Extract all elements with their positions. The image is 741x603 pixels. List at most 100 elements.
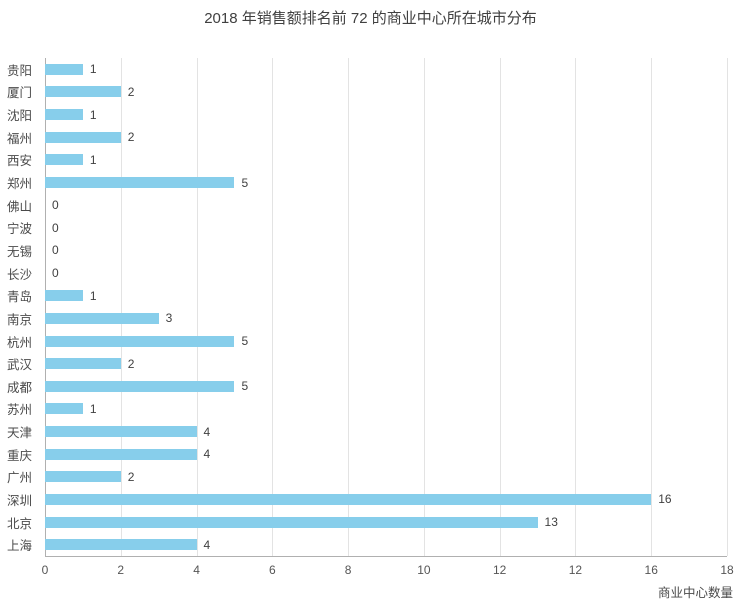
bar: [45, 448, 197, 460]
bar-value-label: 3: [165, 311, 173, 326]
bar-value-label: 0: [52, 220, 59, 235]
bar-value-label: 13: [544, 515, 558, 530]
bar: [45, 426, 197, 438]
x-tick-label: 16: [644, 563, 658, 577]
x-tick-label: 12: [568, 563, 583, 577]
bar-row: 无锡 0: [7, 239, 727, 262]
bar-row: 福州 2: [7, 126, 727, 149]
bar-value-label: 1: [89, 288, 97, 303]
gridline: [120, 58, 122, 556]
y-tick-label: 厦门: [7, 86, 33, 101]
bar: [45, 63, 83, 75]
bar-row: 沈阳 1: [7, 103, 727, 126]
y-tick-label: 武汉: [7, 358, 33, 373]
bar-row: 重庆 4: [7, 443, 727, 466]
gridline: [348, 58, 350, 556]
bar-value-label: 4: [203, 537, 211, 552]
bar: [45, 177, 235, 189]
chart-title: 2018 年销售额排名前 72 的商业中心所在城市分布: [204, 10, 537, 27]
bar-value-label: 1: [89, 62, 97, 77]
gridline: [272, 58, 274, 556]
plot-area: 0 2 4 6 8 10 12 12 16 18 贵阳 1 厦门 2 沈阳 1 福州 2 西安 1 郑州 5 佛山 0 宁波 0 无…: [7, 58, 734, 577]
y-tick-label: 佛山: [7, 199, 33, 214]
bar-value-label: 4: [203, 447, 211, 462]
bar-row: 武汉 2: [7, 352, 727, 375]
bar-row: 青岛 1: [7, 284, 727, 307]
x-axis-label: 商业中心数量: [657, 586, 733, 600]
y-tick-label: 沈阳: [7, 109, 33, 124]
x-tick-label: 12: [492, 563, 507, 577]
bar-row: 广州 2: [7, 466, 727, 489]
bar-value-label: 4: [203, 424, 211, 439]
bar-value-label: 2: [127, 469, 135, 484]
bar-value-label: 1: [89, 401, 97, 416]
y-tick-label: 北京: [7, 516, 33, 531]
x-tick-label: 8: [344, 563, 352, 577]
y-tick-label: 西安: [7, 154, 33, 169]
gridline: [575, 58, 577, 556]
gridline: [423, 58, 425, 556]
gridline: [499, 58, 501, 556]
bar-row: 杭州 5: [7, 330, 727, 353]
y-tick-label: 杭州: [7, 335, 33, 350]
y-tick-label: 天津: [7, 426, 33, 441]
bar: [45, 358, 121, 370]
y-tick-label: 无锡: [7, 244, 33, 259]
y-tick-label: 成都: [7, 380, 33, 395]
bar-value-label: 2: [127, 84, 135, 99]
y-tick-label: 郑州: [7, 177, 33, 192]
bar: [45, 109, 83, 121]
bar-row: 深圳 16: [7, 488, 727, 511]
bar-value-label: 0: [52, 198, 59, 213]
bar-row: 佛山 0: [7, 194, 727, 217]
y-tick-label: 长沙: [7, 267, 33, 282]
y-tick-label: 重庆: [7, 448, 33, 463]
bar: [45, 335, 235, 347]
bar-value-label: 5: [241, 175, 249, 190]
x-tick-label: 10: [417, 563, 431, 577]
bar-value-label: 1: [89, 107, 97, 122]
bar-row: 南京 3: [7, 307, 727, 330]
bar-value-label: 5: [241, 379, 249, 394]
bar: [45, 516, 538, 528]
bar-value-label: 16: [658, 492, 672, 507]
x-tick-label: 6: [268, 563, 276, 577]
bar-value-label: 0: [52, 266, 59, 281]
y-tick-label: 宁波: [7, 222, 33, 237]
y-axis-line: [45, 58, 46, 556]
y-tick-label: 贵阳: [7, 63, 33, 78]
gridline: [651, 58, 653, 556]
bar: [45, 154, 83, 166]
bar-row: 西安 1: [7, 149, 727, 172]
bar-value-label: 2: [127, 356, 135, 371]
bar: [45, 471, 121, 483]
bar: [45, 493, 652, 505]
x-tick-label: 0: [41, 563, 49, 577]
bar-value-label: 1: [89, 152, 97, 167]
y-tick-label: 广州: [7, 471, 33, 486]
x-tick-label: 18: [720, 563, 734, 577]
bar-row: 上海 4: [7, 533, 727, 556]
bar: [45, 86, 121, 98]
y-tick-label: 南京: [7, 312, 33, 327]
bar: [45, 380, 235, 392]
bar-row: 郑州 5: [7, 171, 727, 194]
bar-row: 北京 13: [7, 511, 727, 534]
gridline: [196, 58, 198, 556]
bar: [45, 312, 159, 324]
gridline: [727, 58, 728, 556]
bar-row: 厦门 2: [7, 81, 727, 104]
bar-row: 宁波 0: [7, 216, 727, 239]
bar-value-label: 5: [241, 334, 249, 348]
bar: [45, 539, 197, 551]
bar-row: 天津 4: [7, 420, 727, 443]
bar-value-label: 2: [127, 130, 135, 145]
y-tick-label: 上海: [7, 539, 33, 554]
x-tick-label: 4: [193, 563, 200, 577]
x-tick-label: 2: [117, 563, 125, 577]
bar-row: 长沙 0: [7, 262, 727, 285]
y-tick-label: 福州: [7, 131, 33, 146]
y-tick-label: 苏州: [7, 403, 33, 418]
bar-row: 贵阳 1: [7, 58, 727, 81]
